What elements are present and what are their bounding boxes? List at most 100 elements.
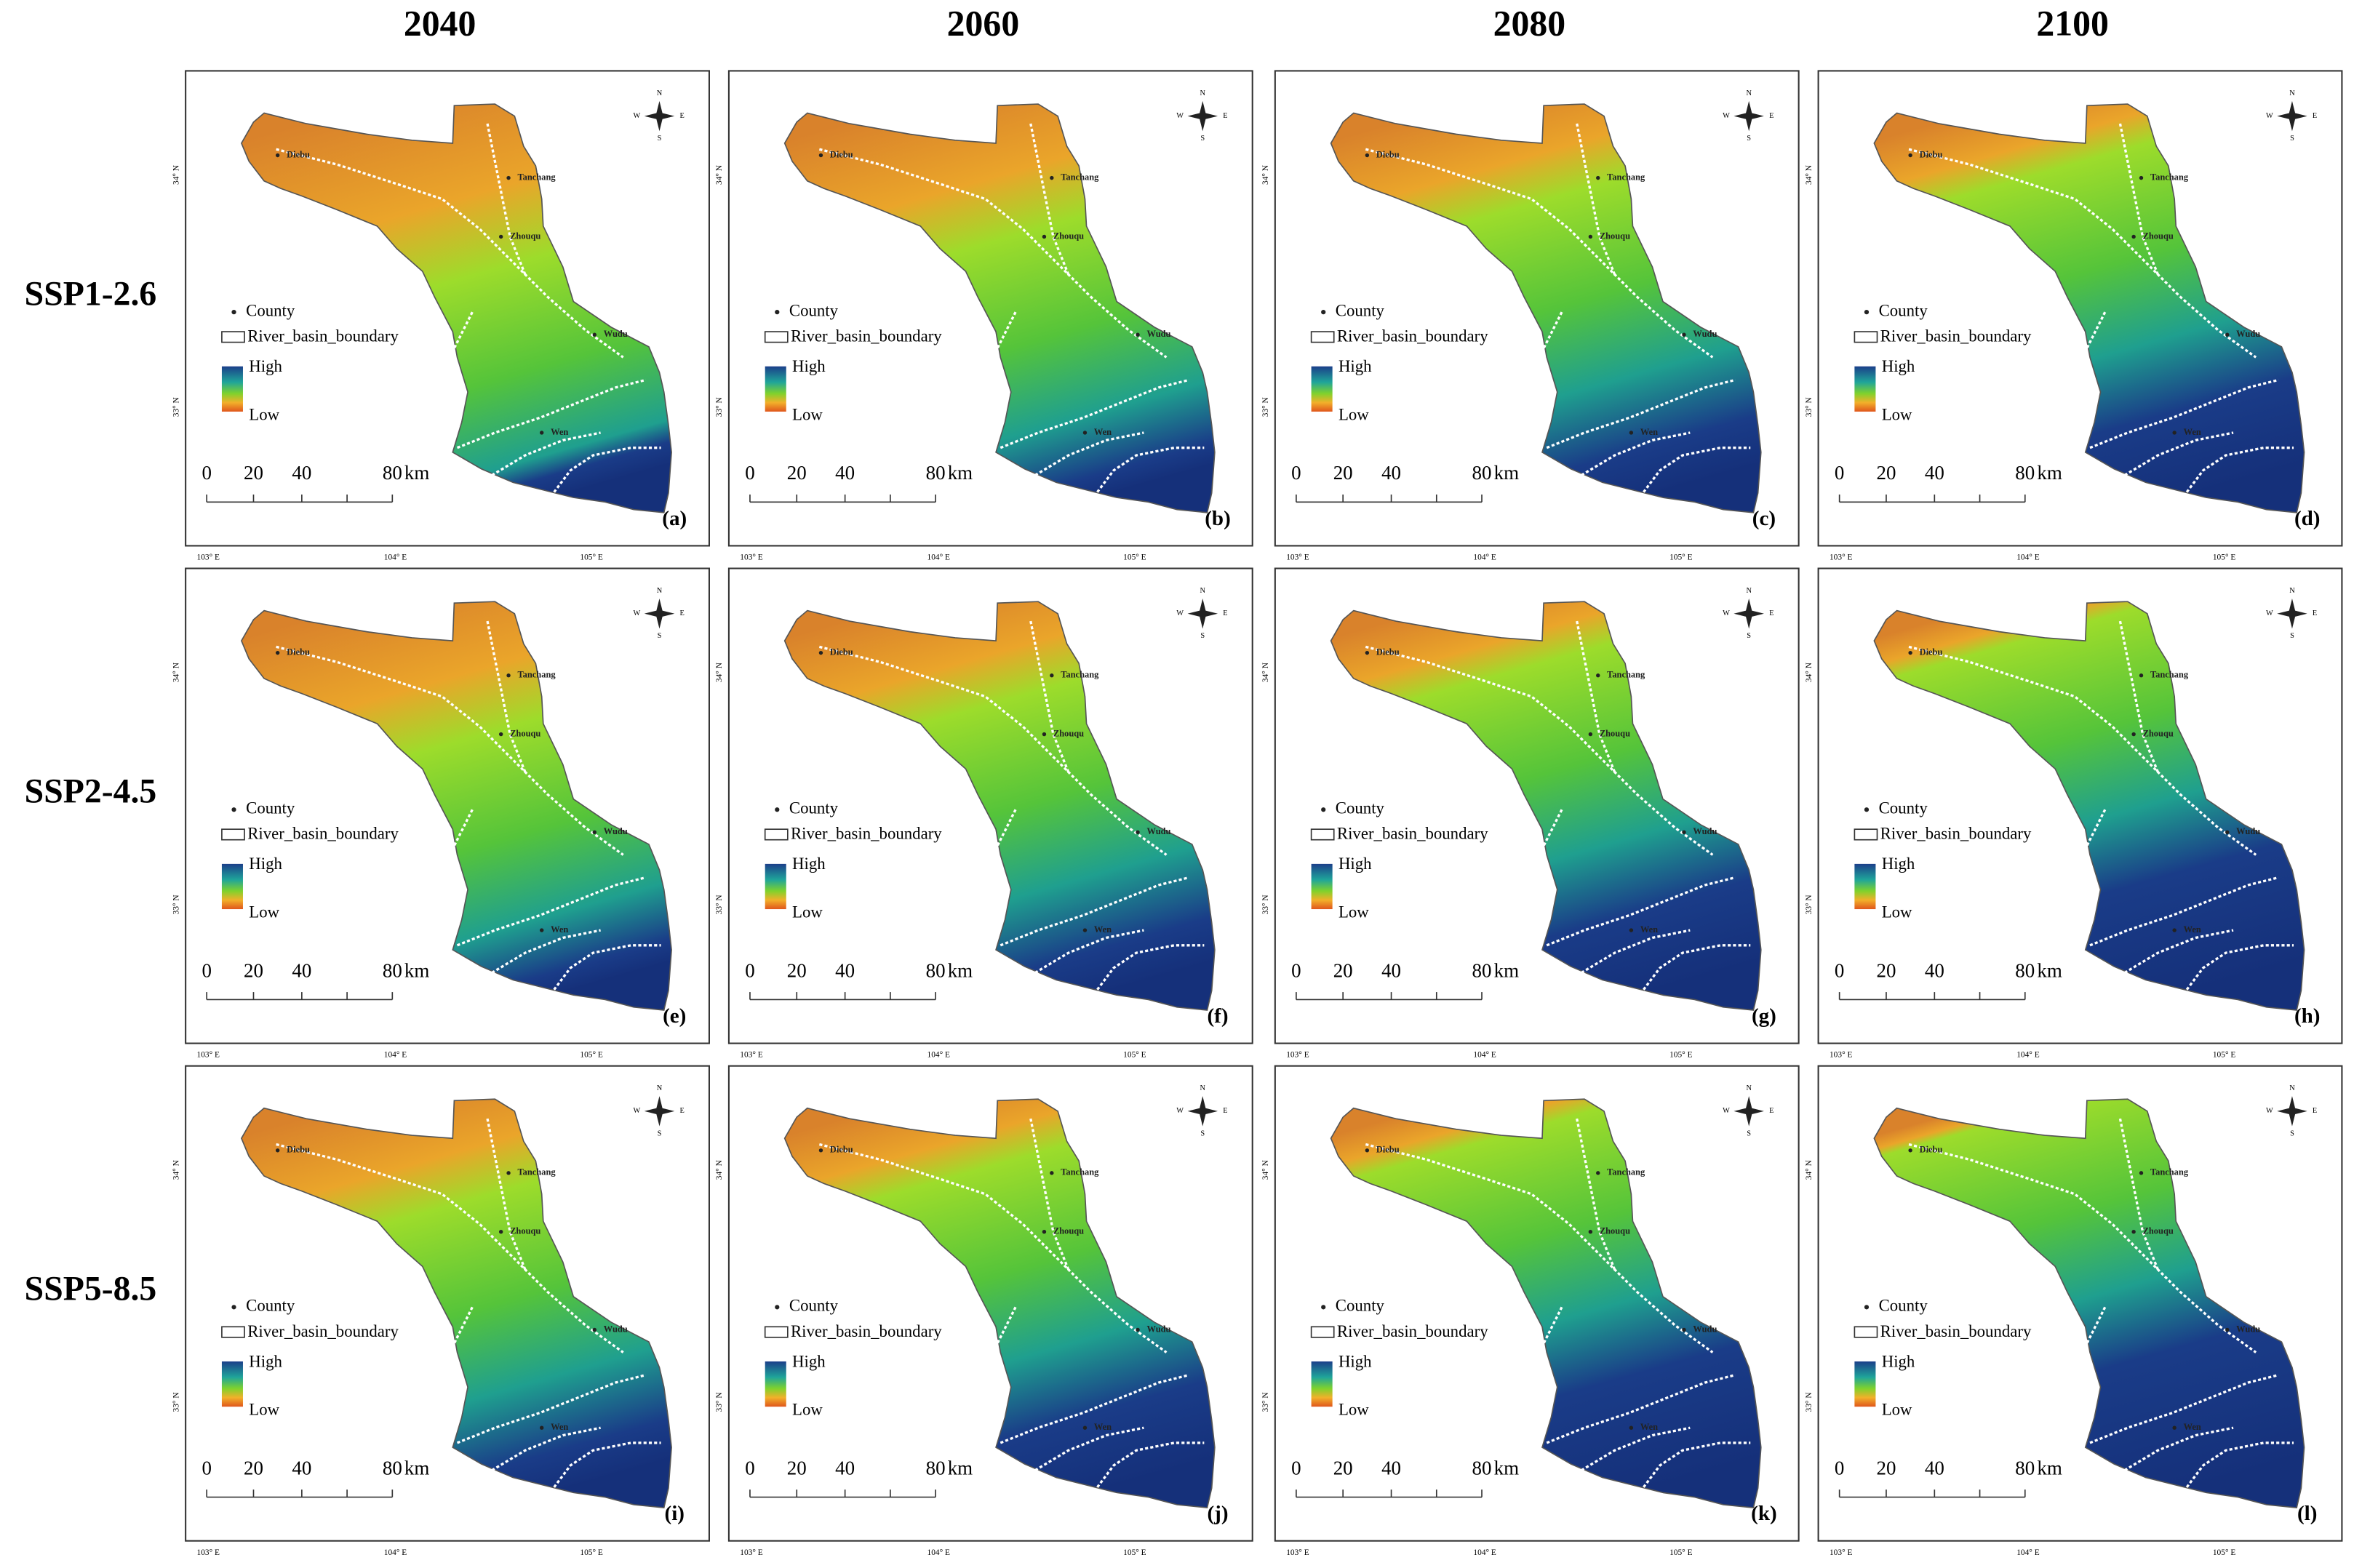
map-panel: Diebu Tanchang Zhouqu Wudu Wen N S E W County Rive… (1261, 1065, 1800, 1557)
compass-e: E (679, 609, 684, 617)
longitude-label: 103° E (1286, 553, 1309, 562)
latitude-label: 33° N (172, 1392, 180, 1412)
panel-label: (e) (663, 1004, 686, 1028)
compass-s: S (1747, 1129, 1751, 1137)
town-label: Wudu (604, 826, 628, 836)
county-point (818, 1148, 823, 1153)
river (1546, 1374, 1736, 1444)
legend-boundary-swatch (221, 331, 245, 343)
river (2118, 123, 2159, 275)
scale-label: 40 (835, 462, 855, 484)
town-label: Tanchang (1607, 1167, 1645, 1177)
map-panel: Diebu Tanchang Zhouqu Wudu Wen N S E W County Rive… (715, 70, 1253, 562)
legend-county: County (246, 301, 295, 319)
scale-unit: km (948, 959, 973, 981)
county-point (506, 175, 511, 180)
legend-county-dot (231, 807, 236, 812)
latitude-label: 33° N (1805, 1392, 1814, 1412)
legend-high: High (249, 357, 282, 375)
basin (240, 1098, 672, 1508)
town-label: Diebu (1376, 647, 1400, 657)
legend-county-dot (1321, 310, 1326, 315)
latitude-label: 34° N (715, 165, 724, 185)
map-panel: Diebu Tanchang Zhouqu Wudu Wen N S E W County Rive… (1805, 1065, 2343, 1557)
compass-n: N (1746, 1084, 1752, 1092)
compass-s: S (658, 135, 662, 143)
scale-label: 0 (745, 959, 754, 981)
row-label: SSP5-8.5 (25, 1271, 157, 1308)
river (448, 311, 474, 396)
longitude-label: 104° E (1473, 1548, 1496, 1557)
scale-label: 20 (1876, 462, 1896, 484)
river (2179, 944, 2294, 999)
county-point (2172, 1425, 2177, 1430)
county-point (1050, 673, 1054, 678)
legend-county: County (246, 799, 295, 817)
legend-county: County (1336, 1297, 1385, 1315)
map-panel: Diebu Tanchang Zhouqu Wudu Wen N S E W County Rive… (1805, 567, 2343, 1060)
scale-label: 0 (1291, 462, 1301, 484)
scale-unit: km (404, 959, 429, 981)
county-point (2225, 830, 2230, 835)
latitude-label: 34° N (715, 1160, 724, 1180)
longitude-label: 103° E (197, 1051, 220, 1060)
compass-rose (1187, 100, 1218, 132)
river (818, 645, 1168, 856)
compass-n: N (1200, 89, 1206, 97)
map-panel: Diebu Tanchang Zhouqu Wudu Wen N S E W County Rive… (1261, 70, 1800, 562)
map-panel: Diebu Tanchang Zhouqu Wudu Wen N S E W County Rive… (715, 1065, 1253, 1557)
county-point (539, 431, 544, 435)
scale-label: 20 (1333, 462, 1353, 484)
compass-w: W (633, 112, 640, 120)
compass-n: N (1200, 1084, 1206, 1092)
basin (240, 601, 672, 1011)
river (2179, 447, 2294, 502)
legend-low: Low (249, 1401, 279, 1419)
county-point (1596, 673, 1600, 678)
compass-e: E (679, 112, 684, 120)
basin (1330, 1098, 1762, 1508)
legend-boundary: River_basin_boundary (247, 1322, 399, 1340)
scale-label: 20 (1876, 959, 1896, 981)
town-label: Zhouqu (510, 231, 540, 241)
compass: N S E W (2266, 89, 2317, 143)
compass: N S E W (1723, 89, 1774, 143)
legend-high: High (1338, 1352, 1372, 1370)
river (486, 1118, 527, 1271)
legend-boundary: River_basin_boundary (1337, 825, 1488, 843)
latitude-label: 33° N (172, 895, 180, 914)
longitude-label: 104° E (1473, 553, 1496, 562)
town-label: Tanchang (518, 670, 556, 680)
basin (1330, 103, 1762, 513)
town-label: Tanchang (1061, 172, 1099, 182)
legend-boundary: River_basin_boundary (1880, 825, 2032, 843)
town-label: Diebu (1920, 647, 1943, 657)
legend-high: High (249, 855, 282, 873)
longitude-label: 104° E (1473, 1051, 1496, 1060)
longitude-label: 103° E (1830, 1548, 1852, 1557)
county-point (539, 928, 544, 932)
town-label: Diebu (1376, 149, 1400, 159)
longitude-label: 103° E (1286, 1051, 1309, 1060)
compass: N S E W (1723, 587, 1774, 640)
legend-high: High (792, 357, 826, 375)
county-point (1588, 1230, 1593, 1234)
scale-label: 0 (202, 1457, 211, 1479)
longitude-label: 103° E (197, 553, 220, 562)
county-point (2139, 673, 2144, 678)
river (487, 1426, 601, 1474)
compass-e: E (1223, 112, 1227, 120)
legend-colorbar (221, 863, 243, 910)
panel-label: (d) (2294, 507, 2320, 530)
river (1576, 1426, 1691, 1474)
longitude-label: 104° E (2016, 1548, 2039, 1557)
county-point (498, 234, 503, 239)
longitude-label: 104° E (384, 1548, 407, 1557)
compass-rose (644, 599, 675, 629)
legend-high: High (792, 855, 826, 873)
latitude-label: 34° N (1805, 663, 1814, 682)
scale-label: 20 (1876, 1457, 1896, 1479)
scale-label: 80 (1472, 959, 1492, 981)
river (818, 148, 1168, 359)
county-point (2131, 732, 2136, 737)
